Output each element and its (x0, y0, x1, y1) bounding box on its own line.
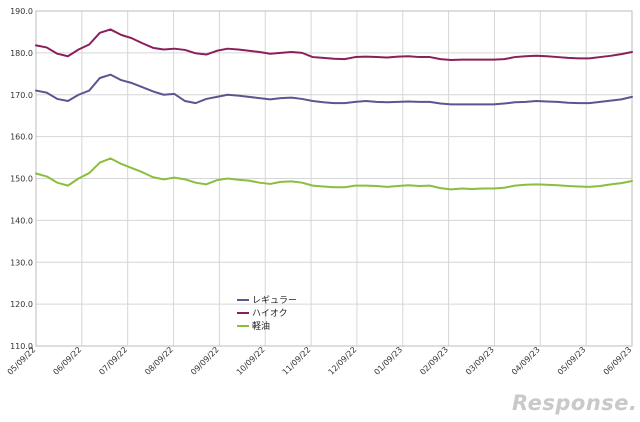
legend-label: 軽油 (252, 320, 270, 332)
axes: 110.0 120.0 130.0 140.0 150.0 160.0 170.0 180.0… (6, 7, 634, 377)
x-tick-label: 09/09/22 (189, 345, 221, 377)
x-tick-label: 03/09/23 (464, 345, 496, 377)
legend-label: レギュラー (252, 295, 297, 306)
y-tick-label: 180.0 (10, 49, 33, 58)
x-tick-label: 04/09/23 (510, 345, 542, 377)
grid (35, 10, 633, 347)
y-tick-label: 190.0 (10, 7, 33, 16)
x-tick-label: 02/09/23 (418, 345, 450, 377)
x-tick-label: 05/09/23 (556, 345, 588, 377)
plot-frame (35, 10, 633, 347)
watermark-text: Response. (512, 391, 638, 415)
x-tick-label: 01/09/23 (372, 345, 404, 377)
series-lines (35, 28, 633, 191)
y-tick-label: 160.0 (10, 133, 33, 142)
watermark: Response. (512, 391, 638, 415)
y-tick-label: 170.0 (10, 91, 33, 100)
y-tick-label: 120.0 (10, 300, 33, 309)
x-tick-label: 06/09/22 (51, 345, 83, 377)
x-tick-label: 08/09/22 (143, 345, 175, 377)
y-tick-label: 150.0 (10, 175, 33, 184)
x-tick-label: 07/09/22 (97, 345, 129, 377)
y-tick-label: 110.0 (10, 342, 33, 351)
legend-label: ハイオク (252, 308, 288, 319)
x-tick-label: 10/09/22 (235, 345, 267, 377)
series-line (35, 157, 633, 191)
x-tick-label: 06/09/23 (602, 345, 634, 377)
series-line (35, 73, 633, 106)
x-tick-label: 11/09/22 (281, 345, 313, 377)
y-tick-label: 140.0 (10, 216, 33, 225)
x-tick-label: 12/09/22 (327, 345, 359, 377)
series-line (35, 28, 633, 61)
y-tick-label: 130.0 (10, 258, 33, 267)
